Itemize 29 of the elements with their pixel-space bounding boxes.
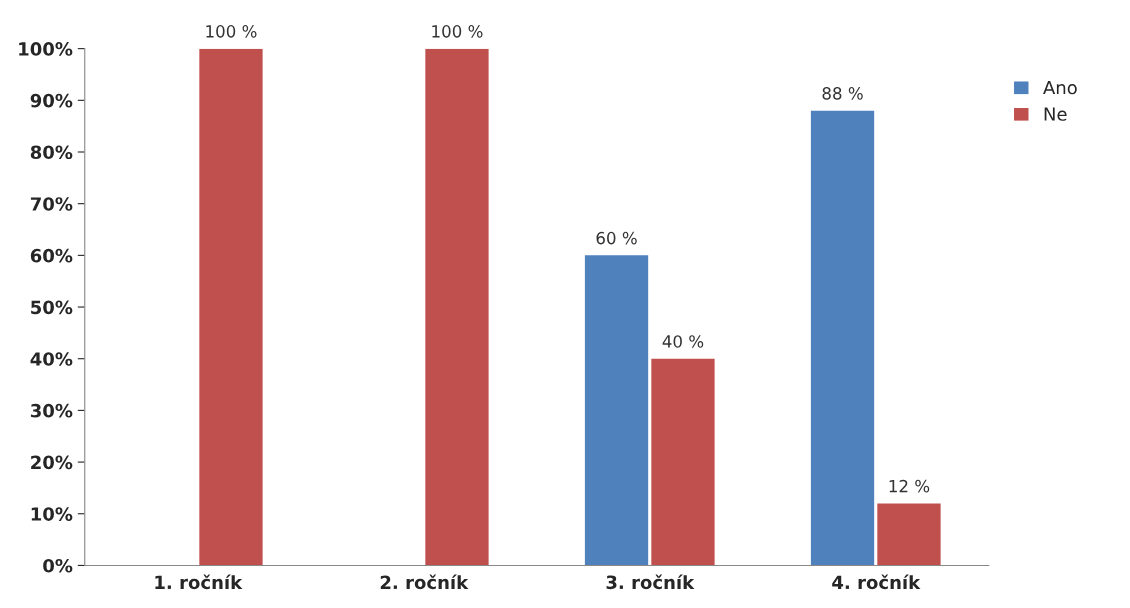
y-tick-label: 0% — [43, 558, 73, 573]
y-tick-label: 90% — [30, 93, 73, 108]
y-tick-label: 70% — [30, 197, 73, 211]
legend-label: Ano — [1043, 80, 1077, 95]
data-label: 60 % — [596, 231, 637, 245]
x-tick-label: 4. ročník — [832, 574, 921, 590]
x-tick-label: 3. ročník — [606, 574, 695, 590]
bar — [199, 48, 263, 566]
legend-label: Ne — [1044, 107, 1067, 121]
bar — [425, 48, 489, 566]
y-tick-label: 40% — [30, 352, 73, 366]
data-label: 100 % — [432, 25, 483, 38]
y-tick-label: 50% — [31, 300, 73, 315]
y-tick-label: 100% — [19, 42, 73, 56]
bar — [651, 358, 715, 566]
y-tick-label: 80% — [30, 145, 73, 160]
bar — [877, 503, 941, 566]
y-tick-label: 20% — [31, 455, 73, 470]
y-tick-label: 30% — [30, 403, 73, 418]
x-tick-label: 1. ročník — [155, 574, 243, 590]
bar — [584, 255, 649, 566]
x-tick-label: 2. ročník — [380, 574, 469, 590]
data-label: 40 % — [662, 335, 704, 348]
y-tick-label: 60% — [30, 248, 73, 263]
bar — [810, 110, 875, 566]
data-label: 88 % — [822, 87, 863, 100]
data-label: 100 % — [206, 25, 257, 38]
y-tick-label: 10% — [31, 507, 73, 521]
data-label: 12 % — [889, 479, 930, 493]
